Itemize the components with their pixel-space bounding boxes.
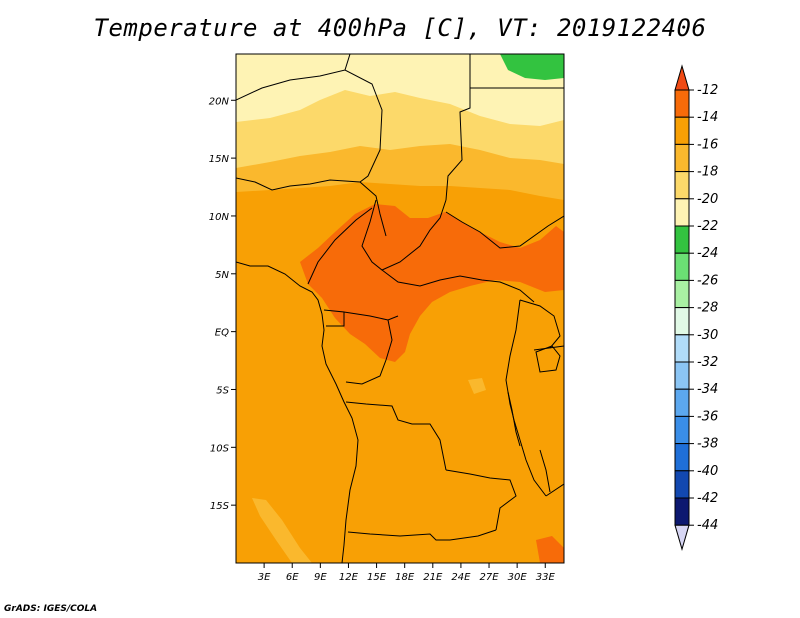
lon-tick-label: 24E [451, 572, 471, 583]
colorbar-label: -34 [697, 382, 718, 397]
border-algeria-mali [236, 69, 383, 183]
field-streak-east [468, 378, 486, 394]
colorbar-label: -12 [697, 83, 718, 98]
colorbar-top-arrow [674, 64, 690, 91]
coastline-west-africa [236, 261, 359, 563]
lon-tick-label: 33E [536, 572, 556, 583]
colorbar-swatch [674, 470, 690, 499]
border-south-sudan-north [445, 211, 564, 249]
colorbar-label: -30 [697, 328, 718, 343]
colorbar-swatch [674, 497, 690, 526]
footer-credit: GrADS: IGES/COLA [4, 604, 98, 614]
lat-tick-label: 5S [216, 385, 229, 396]
colorbar-label: -18 [697, 165, 718, 180]
border-libya-niger [344, 54, 351, 71]
lat-tick-label: 20N [209, 96, 230, 107]
border-uganda-kenya [519, 299, 561, 349]
border-libya-sudan [445, 54, 471, 201]
colorbar-label: -38 [697, 437, 718, 452]
lake-malawi [539, 449, 551, 493]
colorbar-swatch [674, 171, 690, 200]
colorbar-swatch [674, 198, 690, 227]
lon-tick-label: 27E [480, 572, 500, 583]
colorbar-label: -40 [697, 464, 718, 479]
border-nigeria-cameroon [307, 207, 373, 285]
lat-tick-label: 15N [209, 154, 230, 165]
lon-tick-label: 6E [286, 572, 299, 583]
border-drc-angola [345, 401, 447, 471]
chart-title: Temperature at 400hPa [C], VT: 201912240… [93, 14, 707, 42]
lon-tick-label: 21E [423, 572, 443, 583]
lat-tick-label: 5N [215, 270, 229, 281]
lat-tick-label: 10N [209, 212, 230, 223]
colorbar-label: -24 [697, 246, 718, 261]
border-drc-west [345, 319, 393, 385]
colorbar-label: -28 [697, 301, 718, 316]
colorbar-swatch [674, 361, 690, 390]
colorbar-label: -20 [697, 192, 718, 207]
lon-tick-label: 18E [395, 572, 415, 583]
colorbar-swatch [674, 143, 690, 173]
border-zambia [445, 469, 517, 531]
field-band-20-22 [236, 54, 564, 126]
border-car-south [381, 269, 535, 303]
lon-tick-label: 30E [508, 572, 528, 583]
colorbar-label: -26 [697, 273, 718, 288]
field-band-12-14 [300, 204, 564, 362]
field-band-22-24 [500, 54, 564, 80]
colorbar-bottom-arrow [674, 524, 690, 551]
colorbar-swatch [674, 252, 690, 281]
colorbar-swatch [674, 116, 690, 145]
border-angola-namibia [347, 529, 497, 541]
lon-tick-label: 3E [258, 572, 271, 583]
colorbar-label: -44 [697, 518, 718, 533]
lon-tick-label: 12E [339, 572, 359, 583]
border-congo [323, 309, 399, 327]
field-patch-southeast [536, 536, 564, 563]
colorbar-label: -22 [697, 219, 718, 234]
colorbar-label: -14 [697, 110, 718, 125]
colorbar-label: -36 [697, 409, 718, 424]
colorbar-label: -16 [697, 137, 718, 152]
colorbar-swatch [674, 307, 690, 336]
longitude-axis: 3E 6E 9E 12E 15E 18E 21E 24E 27E 30E 33E [258, 563, 556, 583]
border-tanzania [533, 345, 564, 497]
colorbar-swatch [674, 415, 690, 445]
field-streak-southwest [252, 498, 312, 563]
colorbar-swatch [674, 388, 690, 417]
map-frame [235, 53, 565, 564]
colorbar-label: -32 [697, 355, 718, 370]
lat-tick-label: 15S [210, 501, 230, 512]
colorbar-swatch [674, 89, 690, 118]
border-chad-car [361, 199, 447, 271]
latitude-axis: 20N 15N 10N 5N EQ 5S 10S 15S [209, 96, 236, 512]
colorbar-swatch [674, 443, 690, 472]
lat-tick-label: 10S [210, 443, 230, 454]
lake-victoria [535, 345, 561, 373]
lake-tanganyika [507, 391, 521, 447]
border-sahel [236, 177, 387, 237]
lat-tick-label: EQ [215, 328, 229, 339]
colorbar-swatch [674, 279, 690, 309]
colorbar-swatch [674, 334, 690, 363]
colorbar: -12 -14 -16 -18 -20 -22 -24 -26 -28 -30 -32 -34 -36 -… [674, 64, 718, 551]
colorbar-swatch [674, 225, 690, 254]
lon-tick-label: 9E [314, 572, 327, 583]
map-borders [236, 54, 564, 563]
lon-tick-label: 15E [367, 572, 387, 583]
temperature-field [236, 54, 564, 563]
colorbar-label: -42 [697, 491, 718, 506]
